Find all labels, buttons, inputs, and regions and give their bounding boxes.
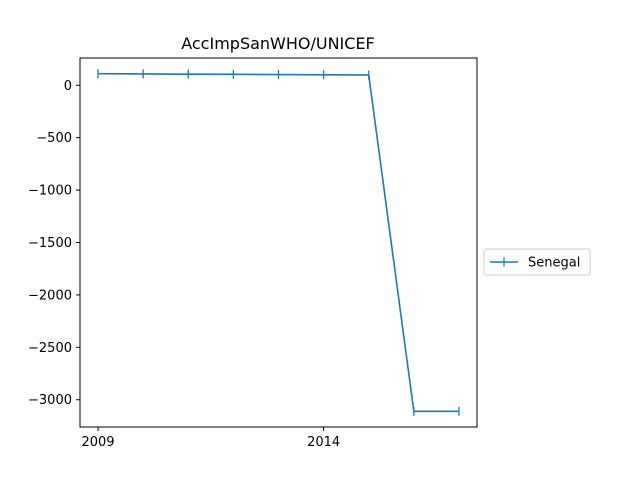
- y-tick-label: −1000: [28, 184, 72, 199]
- legend-label-senegal: Senegal: [528, 256, 580, 271]
- x-tick-label: 2014: [307, 435, 340, 450]
- chart-title: AccImpSanWHO/UNICEF: [181, 34, 375, 53]
- plot-frame: [79, 57, 478, 428]
- legend: Senegal: [483, 248, 591, 276]
- y-tick-label: −2500: [28, 341, 72, 356]
- y-tick-label: −500: [36, 131, 72, 146]
- legend-box: [483, 248, 591, 276]
- plot-area: [97, 69, 460, 416]
- y-tick-label: 0: [64, 79, 72, 94]
- x-tick-label: 2009: [81, 435, 114, 450]
- x-axis: 2009 2014: [81, 427, 340, 450]
- y-tick-label: −3000: [28, 393, 72, 408]
- y-tick-label: −1500: [28, 236, 72, 251]
- y-tick-label: −2000: [28, 288, 72, 303]
- y-axis: 0 −500 −1000 −1500 −2000 −2500 −3000: [28, 79, 80, 408]
